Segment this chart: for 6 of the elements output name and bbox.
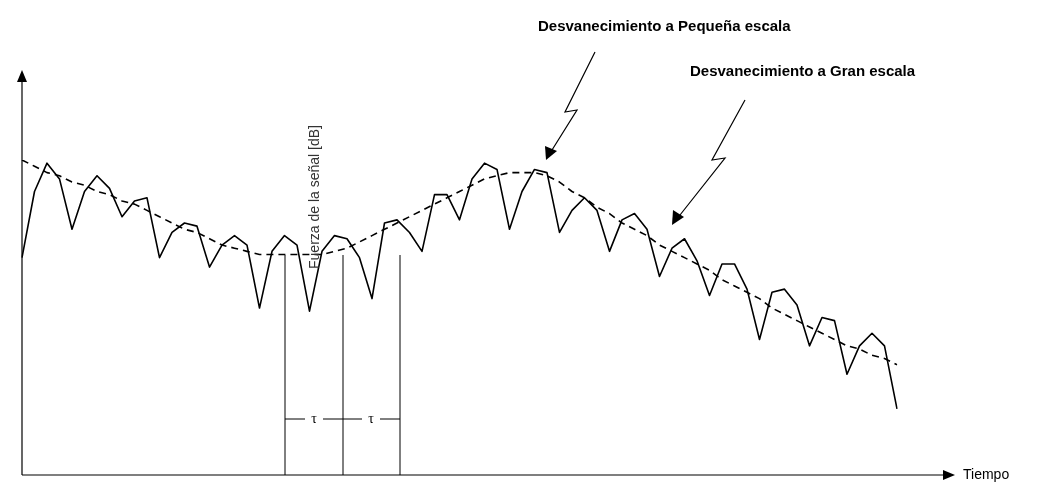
annotation: τ <box>311 410 318 426</box>
text: Desvanecimiento a Gran escala <box>690 62 916 80</box>
y-axis-title: Fuerza de la señal [dB] <box>305 125 322 269</box>
text: Desvanecimiento a Pequeña escala <box>538 17 792 35</box>
x-axis-title: Tiempo <box>963 465 1010 482</box>
annotation: τ <box>368 410 375 426</box>
